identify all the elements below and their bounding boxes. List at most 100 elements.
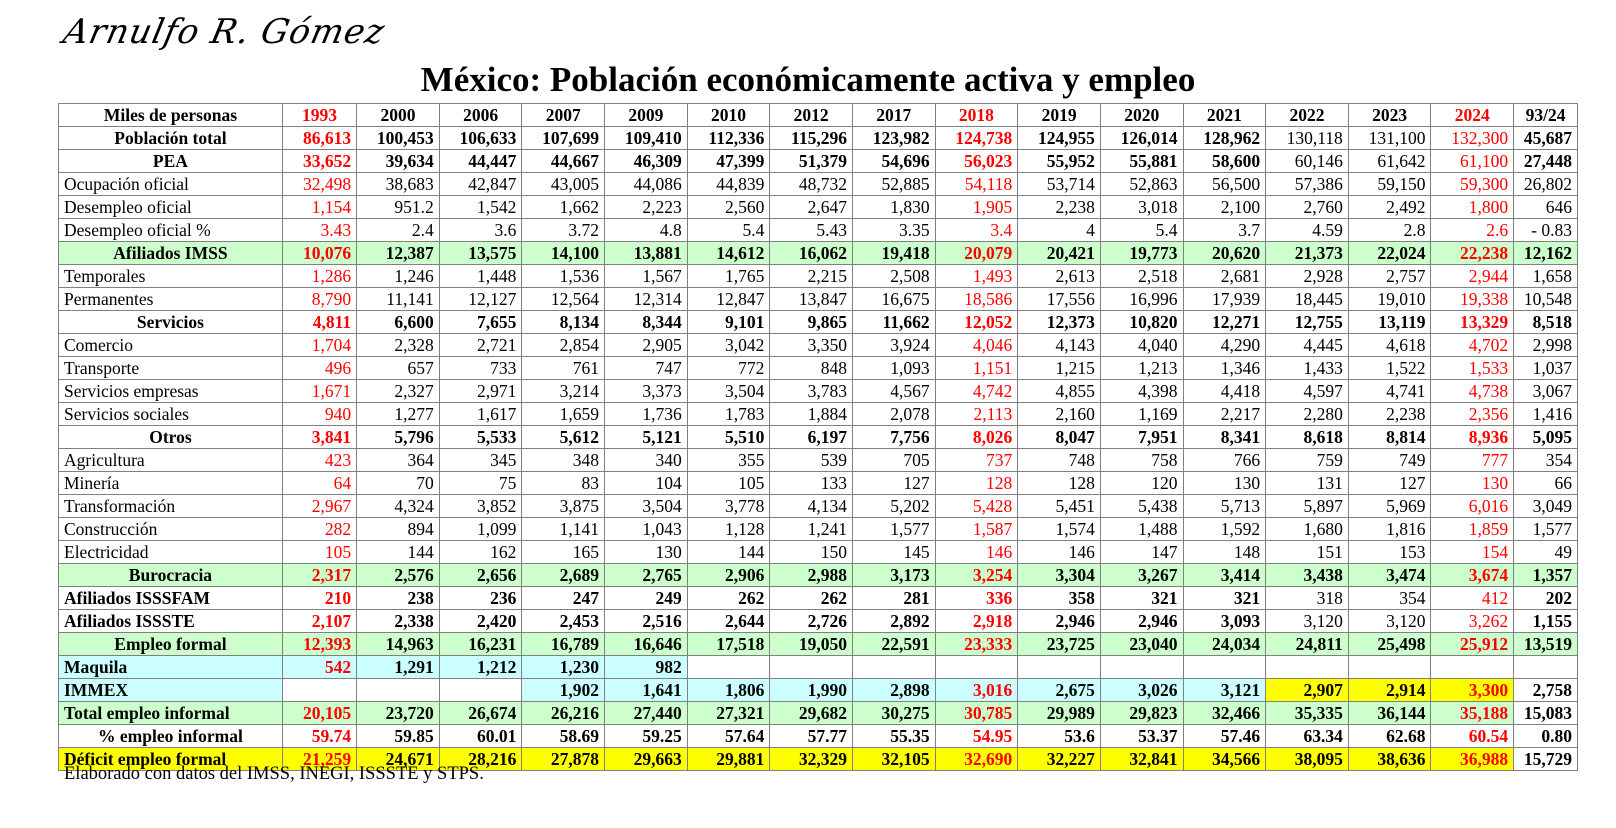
data-cell: 982	[604, 655, 688, 679]
data-cell: 18,445	[1265, 287, 1349, 311]
data-cell: 894	[356, 517, 440, 541]
data-cell: 355	[686, 448, 771, 472]
data-cell: 59.74	[281, 724, 358, 748]
data-cell: 148	[1182, 540, 1267, 564]
data-cell: 3,875	[521, 494, 606, 518]
data-cell: 64	[281, 471, 358, 495]
data-cell: 1,277	[356, 402, 440, 426]
data-cell: 1,037	[1513, 356, 1578, 380]
data-cell: 1,905	[934, 195, 1019, 219]
data-cell: 1,662	[521, 195, 606, 219]
data-cell: 26,216	[521, 701, 606, 725]
data-cell: 1,093	[851, 356, 936, 380]
data-cell: 3,026	[1099, 678, 1184, 702]
data-cell: 17,939	[1182, 287, 1267, 311]
data-cell: 4,046	[934, 333, 1019, 357]
data-cell: 2,681	[1182, 264, 1267, 288]
data-cell: 26,674	[438, 701, 523, 725]
data-cell: 44,447	[438, 149, 523, 173]
data-cell: 4,738	[1430, 379, 1515, 403]
year-header: 2007	[521, 103, 606, 127]
data-cell: 345	[438, 448, 523, 472]
row-label: Construcción	[58, 517, 283, 541]
data-cell: 749	[1347, 448, 1432, 472]
data-cell: 66	[1513, 471, 1578, 495]
year-header: 2021	[1182, 103, 1267, 127]
year-header: 2010	[686, 103, 771, 127]
data-cell: 5,451	[1017, 494, 1101, 518]
data-cell: 57.64	[686, 724, 771, 748]
data-cell: 2,854	[521, 333, 606, 357]
data-cell: 9,101	[686, 310, 771, 334]
data-cell: 70	[356, 471, 440, 495]
data-cell: 4,811	[281, 310, 358, 334]
data-cell: 8,026	[934, 425, 1019, 449]
data-cell: 733	[438, 356, 523, 380]
data-cell: 8,814	[1347, 425, 1432, 449]
year-header: 2022	[1265, 103, 1349, 127]
table-row: Otros 3,841 5,796 5,533 5,612 5,121 5,510 6,197…	[58, 425, 1578, 449]
data-cell: 5,428	[934, 494, 1019, 518]
table-row: Ocupación oficial 32,498 38,683 42,847 43,00…	[58, 172, 1578, 196]
data-cell: 496	[281, 356, 358, 380]
data-cell: 52,863	[1099, 172, 1184, 196]
data-cell: 14,100	[521, 241, 606, 265]
data-cell: 4,324	[356, 494, 440, 518]
data-cell: 59.25	[604, 724, 688, 748]
data-cell: 55,952	[1017, 149, 1101, 173]
table-row: Servicios 4,811 6,600 7,655 8,134 8,344 9,101 9…	[58, 310, 1578, 334]
data-cell: 1,783	[686, 402, 771, 426]
data-cell: 2,453	[521, 609, 606, 633]
data-cell: 6,600	[356, 310, 440, 334]
data-cell: 2,971	[438, 379, 523, 403]
data-cell: 759	[1265, 448, 1349, 472]
data-cell: 5,510	[686, 425, 771, 449]
data-cell: 282	[281, 517, 358, 541]
data-cell	[686, 655, 771, 679]
table-row: Déficit empleo formal 21,259 24,671 28,216 2…	[58, 747, 1578, 771]
data-cell: 3,042	[686, 333, 771, 357]
data-cell: 238	[356, 586, 440, 610]
row-label: Transformación	[58, 494, 283, 518]
data-cell: 5,713	[1182, 494, 1267, 518]
data-cell: 5,438	[1099, 494, 1184, 518]
data-cell: 0.80	[1513, 724, 1578, 748]
data-cell: 3,778	[686, 494, 771, 518]
table-row: PEA 33,652 39,634 44,447 44,667 46,309 47,399 5…	[58, 149, 1578, 173]
row-label: Agricultura	[58, 448, 283, 472]
data-cell: 12,373	[1017, 310, 1101, 334]
data-cell: 124,738	[934, 126, 1019, 150]
data-cell: 59.85	[356, 724, 440, 748]
data-cell: 8,134	[521, 310, 606, 334]
data-cell: 3,414	[1182, 563, 1267, 587]
data-cell: 144	[356, 540, 440, 564]
data-cell: 2,967	[281, 494, 358, 518]
table-row: Temporales 1,286 1,246 1,448 1,536 1,567 1,765…	[58, 264, 1578, 288]
data-cell: 1,641	[604, 678, 688, 702]
data-cell: 153	[1347, 540, 1432, 564]
row-label: Afiliados ISSSFAM	[58, 586, 283, 610]
data-cell: 3.7	[1182, 218, 1267, 242]
year-header: 2024	[1430, 103, 1515, 127]
data-cell: 14,963	[356, 632, 440, 656]
data-cell: 16,231	[438, 632, 523, 656]
data-cell: 42,847	[438, 172, 523, 196]
data-cell	[438, 678, 523, 702]
data-cell: 8,341	[1182, 425, 1267, 449]
data-cell: 1,830	[851, 195, 936, 219]
data-cell: 51,379	[769, 149, 853, 173]
data-cell: 1,533	[1430, 356, 1515, 380]
data-cell: 130	[604, 540, 688, 564]
row-label: Total empleo informal	[58, 701, 283, 725]
data-cell: 60.54	[1430, 724, 1515, 748]
table-row: Comercio 1,704 2,328 2,721 2,854 2,905 3,042 3,…	[58, 333, 1578, 357]
data-cell: 131,100	[1347, 126, 1432, 150]
data-cell: 1,141	[521, 517, 606, 541]
data-cell: 1,151	[934, 356, 1019, 380]
data-cell: 47,399	[686, 149, 771, 173]
data-cell: 2,726	[769, 609, 853, 633]
data-cell: 150	[769, 540, 853, 564]
data-cell: 2,420	[438, 609, 523, 633]
data-cell: 11,662	[851, 310, 936, 334]
data-cell: 19,773	[1099, 241, 1184, 265]
